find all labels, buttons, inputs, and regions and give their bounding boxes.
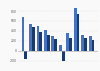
Bar xyxy=(54,39,57,51)
Bar xyxy=(39,32,42,51)
Bar xyxy=(59,45,62,51)
Bar xyxy=(32,27,35,51)
Bar xyxy=(51,36,54,51)
Bar xyxy=(84,38,87,51)
Bar xyxy=(74,8,77,51)
Bar xyxy=(47,35,50,51)
Bar xyxy=(81,35,84,51)
Bar xyxy=(89,36,92,51)
Bar xyxy=(24,51,27,59)
Bar xyxy=(22,17,24,51)
Bar xyxy=(66,33,69,51)
Bar xyxy=(36,26,39,51)
Bar xyxy=(29,24,32,51)
Bar xyxy=(77,14,80,51)
Bar xyxy=(92,40,94,51)
Bar xyxy=(69,38,72,51)
Bar xyxy=(44,30,47,51)
Bar xyxy=(62,51,65,61)
